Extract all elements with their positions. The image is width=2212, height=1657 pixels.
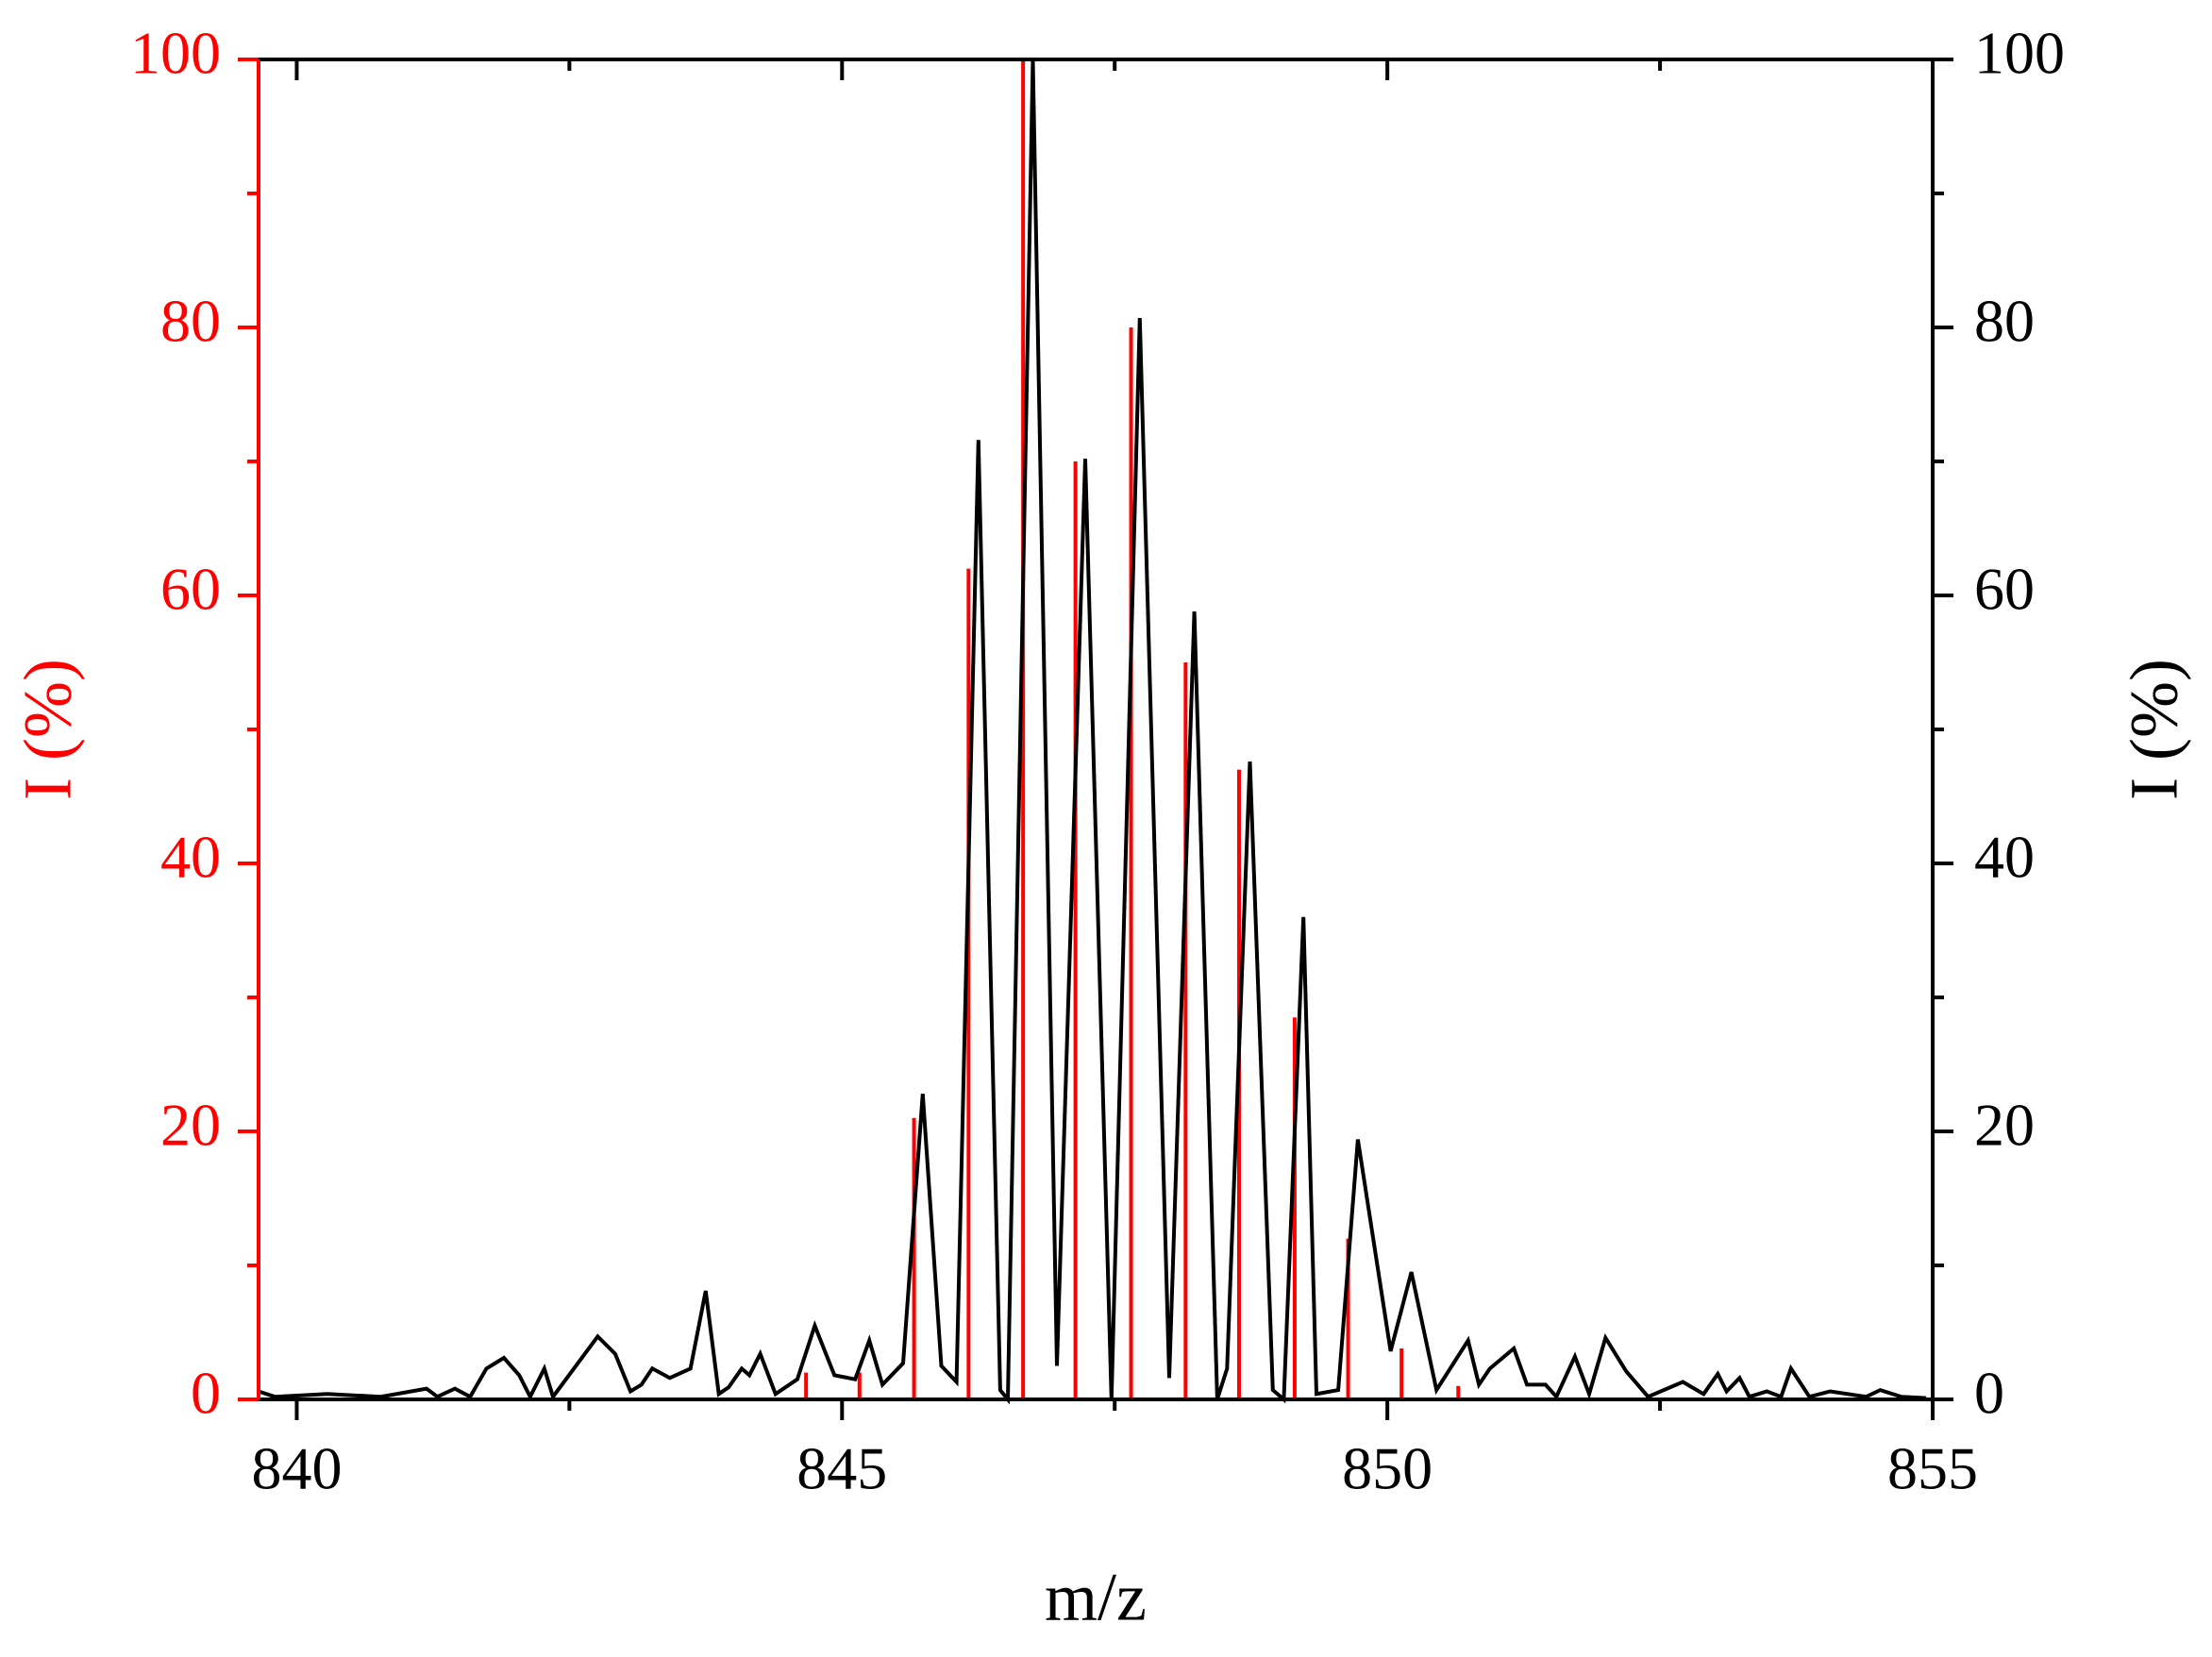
y-axis-label: I (%)	[10, 659, 86, 800]
y2-tick-label: 0	[1974, 1360, 2004, 1427]
y2-tick-label: 100	[1974, 20, 2065, 87]
spectrum-line	[258, 59, 1927, 1405]
y2-tick-label: 60	[1974, 556, 2035, 623]
y-tick-label: 20	[160, 1092, 221, 1159]
y-tick-label: 60	[160, 556, 221, 623]
y2-tick-label: 20	[1974, 1092, 2035, 1159]
x-tick-label: 840	[251, 1435, 342, 1502]
y-tick-label: 100	[130, 20, 221, 87]
x-tick-label: 850	[1342, 1435, 1433, 1502]
y2-tick-label: 80	[1974, 288, 2035, 355]
x-tick-label: 845	[796, 1435, 887, 1502]
x-axis-label: m/z	[1045, 1560, 1147, 1635]
y2-axis-label: I (%)	[2117, 659, 2192, 800]
y2-tick-label: 40	[1974, 824, 2035, 891]
y-tick-label: 80	[160, 288, 221, 355]
y-tick-label: 0	[191, 1360, 221, 1427]
y-tick-label: 40	[160, 824, 221, 891]
x-tick-label: 855	[1887, 1435, 1978, 1502]
